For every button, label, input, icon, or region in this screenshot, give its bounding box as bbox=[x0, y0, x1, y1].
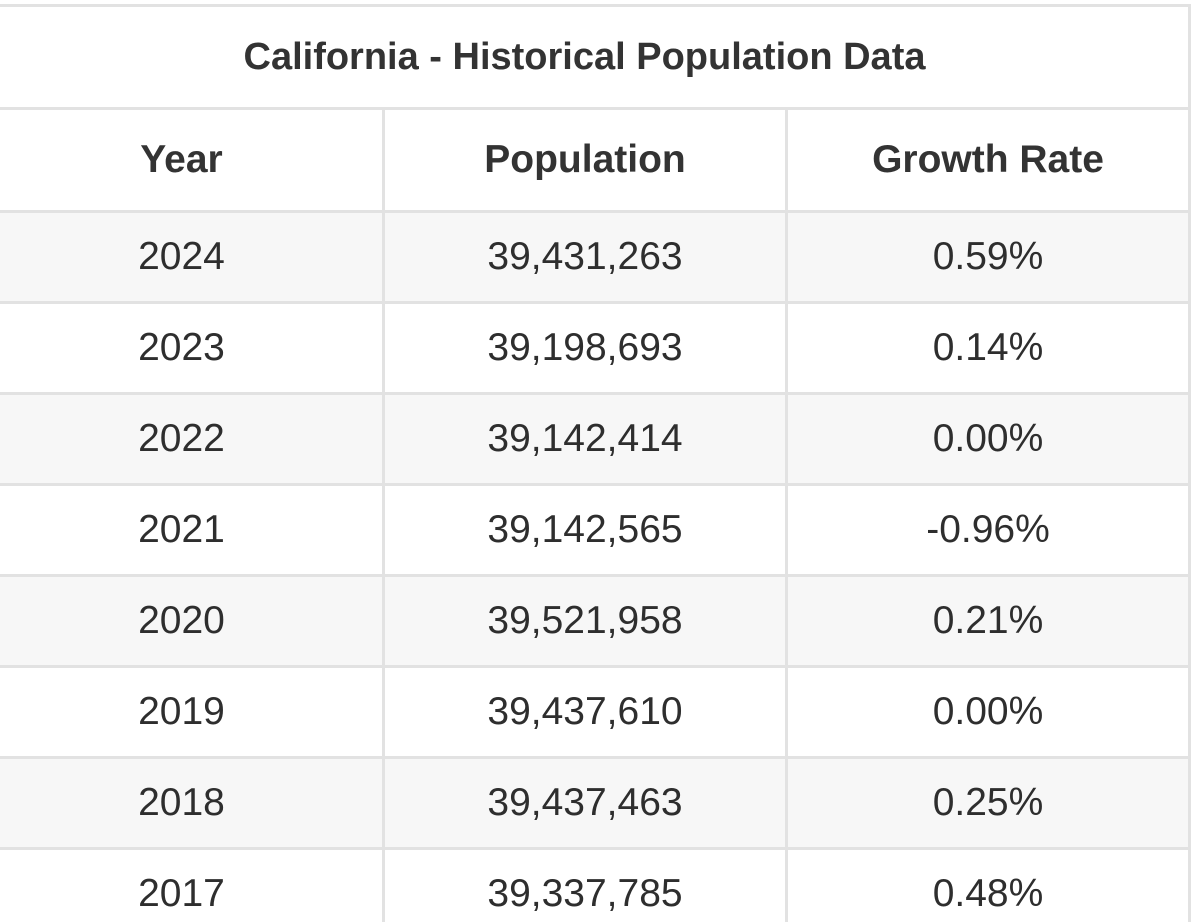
year-cell: 2017 bbox=[0, 847, 385, 922]
growth-rate-cell: 0.25% bbox=[785, 756, 1191, 850]
table-row: 2023 39,198,693 0.14% bbox=[0, 301, 1191, 395]
population-cell: 39,142,414 bbox=[382, 392, 788, 486]
growth-rate-cell: 0.14% bbox=[785, 301, 1191, 395]
table-row: 2020 39,521,958 0.21% bbox=[0, 574, 1191, 668]
population-cell: 39,437,610 bbox=[382, 665, 788, 759]
year-cell: 2019 bbox=[0, 665, 385, 759]
population-cell: 39,142,565 bbox=[382, 483, 788, 577]
growth-rate-cell: -0.96% bbox=[785, 483, 1191, 577]
growth-rate-cell: 0.59% bbox=[785, 210, 1191, 304]
year-cell: 2024 bbox=[0, 210, 385, 304]
growth-rate-cell: 0.00% bbox=[785, 665, 1191, 759]
table-row: 2019 39,437,610 0.00% bbox=[0, 665, 1191, 759]
year-cell: 2022 bbox=[0, 392, 385, 486]
table-row: 2018 39,437,463 0.25% bbox=[0, 756, 1191, 850]
population-cell: 39,437,463 bbox=[382, 756, 788, 850]
population-cell: 39,337,785 bbox=[382, 847, 788, 922]
column-header-population: Population bbox=[382, 107, 788, 213]
population-table: California - Historical Population Data … bbox=[0, 4, 1191, 922]
column-header-year: Year bbox=[0, 107, 385, 213]
table-row: 2022 39,142,414 0.00% bbox=[0, 392, 1191, 486]
growth-rate-cell: 0.00% bbox=[785, 392, 1191, 486]
population-cell: 39,198,693 bbox=[382, 301, 788, 395]
year-cell: 2023 bbox=[0, 301, 385, 395]
year-cell: 2018 bbox=[0, 756, 385, 850]
table-row: 2017 39,337,785 0.48% bbox=[0, 847, 1191, 922]
table-row: 2024 39,431,263 0.59% bbox=[0, 210, 1191, 304]
population-cell: 39,431,263 bbox=[382, 210, 788, 304]
year-cell: 2020 bbox=[0, 574, 385, 668]
growth-rate-cell: 0.21% bbox=[785, 574, 1191, 668]
table-header-row: Year Population Growth Rate bbox=[0, 107, 1191, 213]
year-cell: 2021 bbox=[0, 483, 385, 577]
column-header-growth-rate: Growth Rate bbox=[785, 107, 1191, 213]
table-title: California - Historical Population Data bbox=[0, 4, 1191, 110]
population-cell: 39,521,958 bbox=[382, 574, 788, 668]
table-title-row: California - Historical Population Data bbox=[0, 4, 1191, 110]
table-row: 2021 39,142,565 -0.96% bbox=[0, 483, 1191, 577]
growth-rate-cell: 0.48% bbox=[785, 847, 1191, 922]
